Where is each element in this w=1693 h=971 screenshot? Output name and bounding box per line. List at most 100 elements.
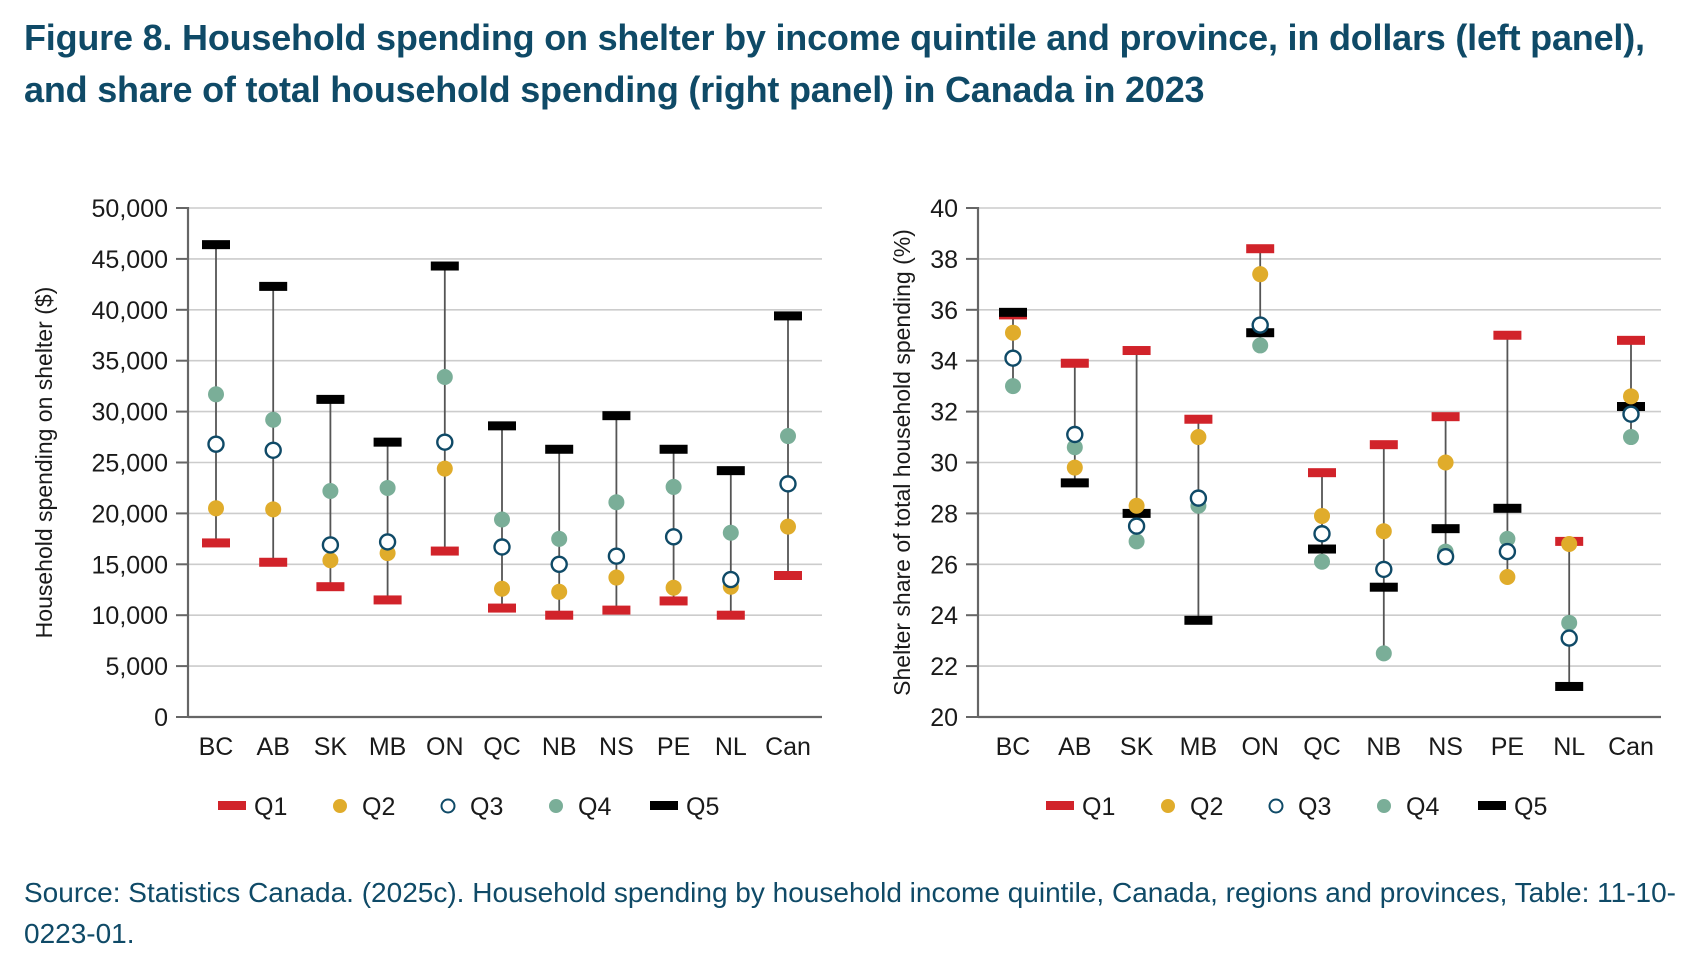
- point-q4-nl: [1561, 614, 1578, 631]
- y-tick-label: 24: [930, 602, 958, 630]
- point-q2-mb: [1190, 429, 1207, 446]
- point-q2-nb: [1375, 523, 1392, 540]
- point-q3-sk: [1127, 517, 1146, 535]
- legend-q1-label: Q1: [254, 793, 287, 821]
- point-q2-qc: [1314, 507, 1330, 524]
- point-q5-qc: [488, 421, 516, 431]
- point-q5-pe: [1493, 503, 1522, 513]
- point-q3-nl: [722, 570, 740, 589]
- point-q3-bc: [207, 435, 225, 453]
- point-q5-nl: [716, 466, 745, 476]
- point-q2-nb: [551, 583, 568, 600]
- y-tick-label: 30: [930, 450, 958, 478]
- y-axis-title: Shelter share of total household spendin…: [889, 229, 915, 696]
- y-tick-label: 25,000: [92, 450, 168, 478]
- left-panel-chart: 0 5,000 10,000 15,000 20,000 25,000 30,000 35,0…: [31, 195, 822, 821]
- right-panel-chart: 20 22 24 26 28 30 32 34 36 38 40 Shelter share of t…: [889, 195, 1661, 821]
- legend-q1-marker: [1046, 801, 1074, 810]
- point-q4-nb: [551, 530, 568, 547]
- point-q1-nb: [545, 610, 574, 620]
- x-category-label: SK: [1120, 733, 1154, 761]
- point-q4-bc: [208, 386, 224, 403]
- point-q1-nl: [716, 610, 745, 620]
- y-tick-label: 15,000: [92, 551, 168, 579]
- y-tick-label: 0: [154, 704, 168, 732]
- y-tick-label: 28: [930, 500, 958, 528]
- point-q5-nl: [1555, 681, 1584, 691]
- x-category-label: MB: [369, 733, 407, 761]
- y-tick-label: 35,000: [92, 348, 168, 376]
- point-q1-on: [430, 546, 459, 556]
- point-q4-ab: [1066, 439, 1083, 456]
- point-q1-ns: [602, 605, 631, 615]
- point-q5-sk: [316, 394, 345, 404]
- point-q2-sk: [322, 552, 339, 569]
- x-category-label: AB: [257, 733, 290, 761]
- y-tick-label: 32: [930, 399, 958, 427]
- point-q1-ab: [259, 557, 288, 567]
- point-q3-qc: [493, 538, 511, 556]
- point-q2-on: [1252, 266, 1269, 283]
- point-q4-sk: [1128, 533, 1145, 550]
- legend-q3-label: Q3: [470, 793, 503, 821]
- point-q4-nl: [722, 524, 739, 541]
- x-category-label: AB: [1058, 733, 1091, 761]
- point-q2-can: [780, 518, 796, 535]
- point-q3-ns: [607, 547, 626, 565]
- legend-q4-label: Q4: [578, 793, 611, 821]
- y-tick-label: 36: [930, 297, 958, 325]
- point-q3-nl: [1560, 629, 1578, 647]
- x-category-label: ON: [1241, 733, 1279, 761]
- point-q5-bc: [999, 307, 1027, 317]
- point-q2-can: [1623, 388, 1639, 405]
- legend-q4-label: Q4: [1406, 793, 1439, 821]
- point-q3-sk: [321, 536, 340, 554]
- legend-q5-marker: [650, 801, 678, 810]
- legend-q5-marker: [1478, 801, 1506, 810]
- point-q1-ab: [1060, 358, 1089, 368]
- x-category-label: NS: [599, 733, 634, 761]
- x-category-label: SK: [314, 733, 348, 761]
- point-q5-nb: [545, 444, 574, 454]
- point-q3-ab: [264, 441, 282, 459]
- x-category-label: NL: [715, 733, 747, 761]
- point-q5-bc: [202, 240, 230, 250]
- point-q3-mb: [378, 533, 397, 551]
- y-tick-label: 45,000: [92, 246, 168, 274]
- point-q2-on: [436, 460, 453, 477]
- legend-q3-marker: [1268, 798, 1284, 814]
- point-q3-can: [1622, 405, 1640, 423]
- x-category-label: NL: [1553, 733, 1585, 761]
- point-q3-mb: [1189, 489, 1208, 507]
- legend-q4-marker: [549, 799, 563, 813]
- point-q5-qc: [1308, 544, 1336, 554]
- point-q5-ab: [1060, 478, 1089, 488]
- point-q2-ns: [608, 569, 625, 586]
- y-axis-title: Household spending on shelter ($): [31, 287, 57, 639]
- point-q2-pe: [665, 579, 682, 596]
- x-category-label: Can: [1608, 733, 1654, 761]
- x-category-label: PE: [657, 733, 690, 761]
- point-q1-sk: [316, 582, 345, 592]
- point-q4-nb: [1375, 645, 1392, 662]
- point-q1-qc: [1308, 468, 1336, 478]
- point-q3-nb: [550, 555, 568, 573]
- x-category-label: QC: [483, 733, 521, 761]
- legend-q2-marker: [1161, 799, 1175, 813]
- source-note: Source: Statistics Canada. (2025c). Hous…: [24, 877, 1676, 949]
- x-category-label: NS: [1428, 733, 1463, 761]
- y-tick-label: 38: [930, 246, 958, 274]
- point-q1-can: [774, 570, 802, 580]
- point-q4-ab: [265, 411, 282, 428]
- point-q3-on: [1251, 316, 1269, 334]
- x-category-label: BC: [996, 733, 1031, 761]
- point-q4-can: [780, 428, 796, 445]
- point-q2-ab: [1066, 459, 1083, 476]
- x-category-label: QC: [1303, 733, 1341, 761]
- point-q2-ns: [1437, 454, 1454, 471]
- point-q4-can: [1623, 429, 1639, 446]
- x-category-label: NB: [542, 733, 577, 761]
- figure-title: Figure 8. Household spending on shelter …: [24, 17, 1645, 110]
- point-q5-ns: [602, 411, 631, 421]
- point-q2-pe: [1499, 569, 1516, 586]
